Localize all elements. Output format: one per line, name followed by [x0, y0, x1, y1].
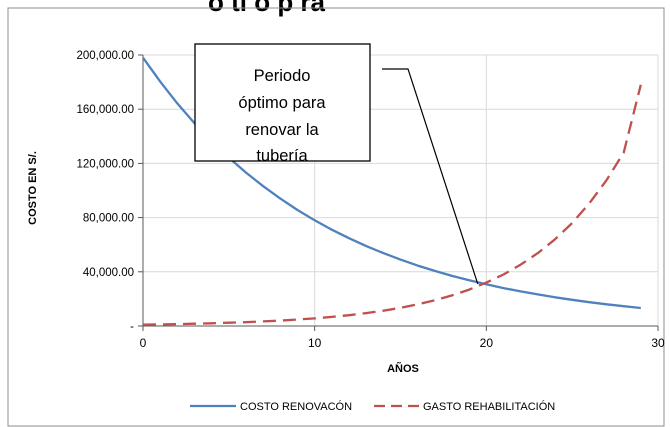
x-axis-title: AÑOS [387, 362, 419, 375]
x-tick-label: 0 [140, 336, 147, 350]
series-line-rehabilitacion [142, 84, 642, 326]
y-tick-label: 40,000.00 [83, 267, 134, 279]
tick-layer: - 40,000.00 80,000.00 120,000.00 160,000.00 2… [76, 50, 665, 350]
annotation-line-1: Periodo [254, 67, 311, 85]
y-tick-label: - [130, 321, 134, 333]
y-tick-label: 160,000.00 [76, 104, 134, 116]
legend-label-renovacion: COSTO RENOVACÓN [240, 400, 352, 413]
axis-layer [138, 54, 659, 331]
legend-label-rehabilitacion: GASTO REHABILITACIÓN [423, 400, 555, 413]
chart-frame [7, 7, 665, 427]
x-tick-label: 10 [308, 336, 322, 350]
x-tick-label: 30 [651, 336, 665, 350]
y-tick-label: 80,000.00 [83, 213, 134, 225]
y-tick-label: 200,000.00 [76, 50, 134, 62]
y-axis-title: COSTO EN S/. [27, 151, 39, 225]
y-tick-label: 120,000.00 [76, 158, 134, 170]
x-tick-label: 20 [480, 336, 494, 350]
annotation-box [194, 43, 371, 162]
legend: COSTO RENOVACÓN GASTO REHABILITACIÓN [190, 400, 555, 413]
annotation-line-3: renovar la [245, 121, 319, 139]
annotation-callout-line [382, 68, 479, 285]
annotation-line-2: óptimo para [238, 94, 326, 112]
annotation-line-4: tubería [256, 147, 308, 165]
